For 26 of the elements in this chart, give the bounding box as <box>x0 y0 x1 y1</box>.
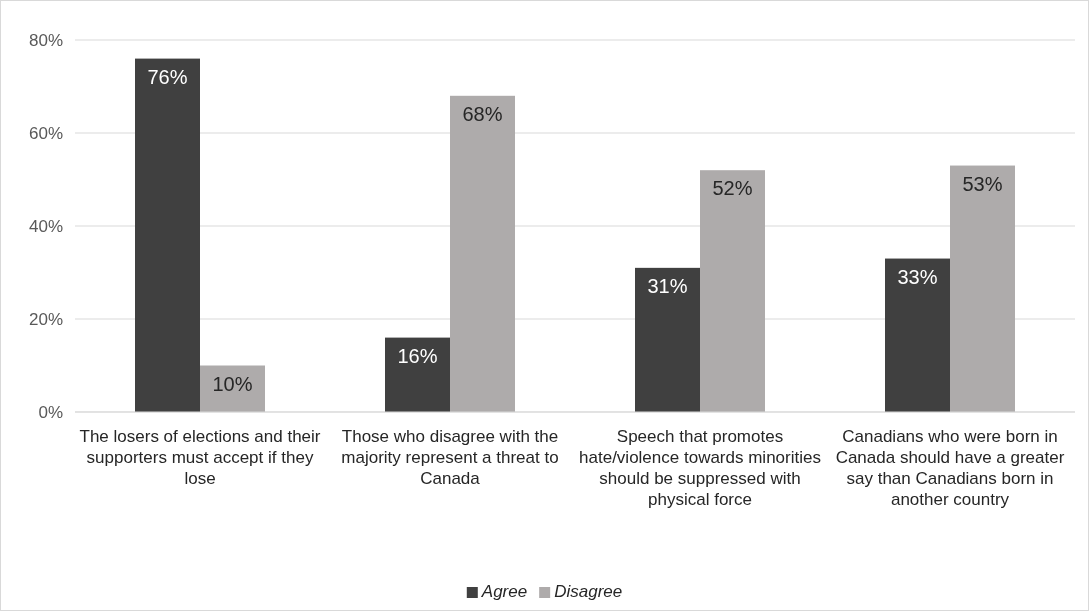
y-tick-label: 40% <box>28 216 63 236</box>
bar <box>135 58 200 412</box>
data-label: 52% <box>712 177 753 200</box>
x-tick-label: Canadians who were born in Canada should have a greater say than Canadians born in another country <box>835 427 1065 509</box>
legend-label: Agree <box>480 582 528 601</box>
bar <box>635 267 700 412</box>
bar <box>700 170 765 412</box>
y-tick-label: 80% <box>28 30 63 50</box>
bar <box>885 258 950 412</box>
x-tick-label: Those who disagree with the majority represent a threat to Canada <box>341 427 559 488</box>
y-tick-label: 20% <box>28 309 63 329</box>
bar <box>450 95 515 412</box>
legend-label: Disagree <box>554 582 623 601</box>
data-label: 53% <box>962 172 1003 195</box>
x-tick-label: Speech that promotes hate/violence towards minorities should be suppressed with physical force <box>579 427 821 509</box>
data-label: 33% <box>897 265 938 288</box>
x-tick-label: The losers of elections and their supporters must accept if they lose <box>79 427 321 488</box>
data-label: 31% <box>647 274 688 297</box>
data-label: 10% <box>212 372 253 395</box>
bar <box>950 165 1015 412</box>
bar <box>385 337 450 412</box>
y-tick-label: 0% <box>38 402 63 422</box>
data-label: 76% <box>147 65 188 88</box>
data-label: 16% <box>397 344 438 367</box>
data-label: 68% <box>462 102 503 125</box>
y-tick-label: 60% <box>28 123 63 143</box>
